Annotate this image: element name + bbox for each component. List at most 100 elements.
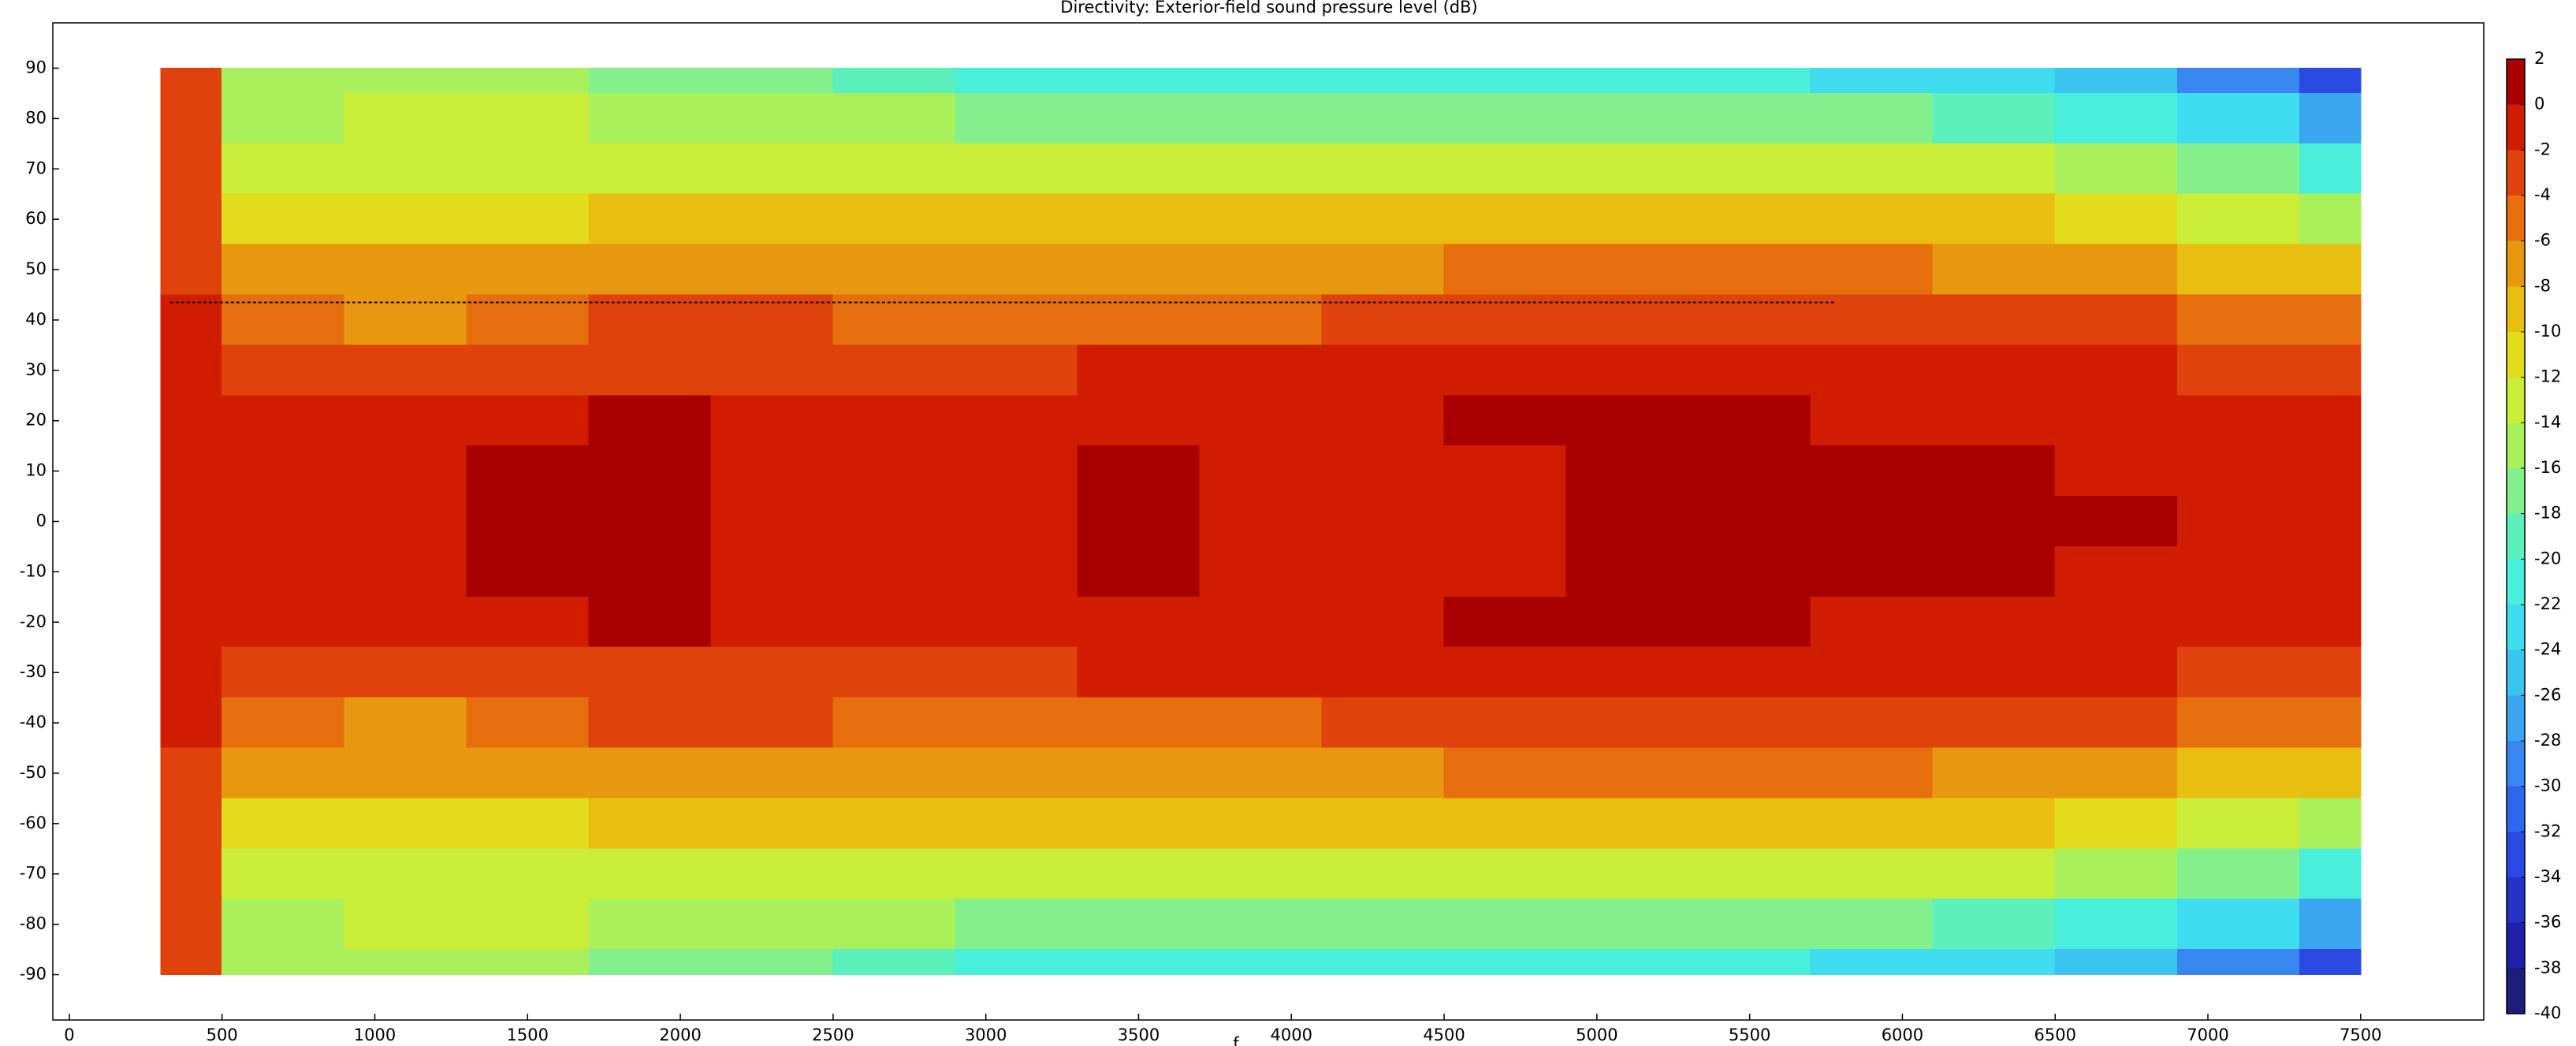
contour-cell [1077, 747, 1201, 799]
x-tick-label: 3500 [1118, 1026, 1160, 1044]
contour-cell [832, 496, 956, 547]
colorbar-band [2507, 695, 2525, 741]
contour-cell [221, 848, 345, 900]
contour-cell [160, 596, 223, 648]
contour-cell [2299, 193, 2362, 245]
contour-cell [1932, 747, 2056, 799]
contour-cell [1932, 445, 2056, 497]
contour-cell [710, 143, 834, 195]
contour-cell [1443, 92, 1567, 144]
contour-cell [955, 244, 1078, 296]
y-tick-label: -70 [20, 864, 47, 883]
y-tick-label: 20 [25, 411, 47, 430]
contour-cell [1199, 143, 1323, 195]
contour-cell [2054, 496, 2178, 547]
contour-cell [1077, 143, 1201, 195]
contour-cell [1688, 798, 1811, 850]
y-tick-label: -30 [20, 662, 47, 681]
contour-cell [1810, 294, 1934, 346]
colorbar-tick-label: -6 [2534, 231, 2551, 250]
contour-cell [1688, 445, 1811, 497]
contour-cell [344, 697, 467, 749]
contour-cell [1688, 697, 1811, 749]
contour-cell [1077, 193, 1201, 245]
contour-cell [1932, 496, 2056, 547]
x-tick-label: 2000 [659, 1026, 701, 1044]
contour-cell [466, 143, 590, 195]
contour-cell [832, 445, 956, 497]
contour-cell [710, 294, 834, 346]
contour-cell [1810, 747, 1934, 799]
contour-cell [160, 646, 223, 698]
contour-cell [2176, 899, 2300, 951]
contour-cell [588, 949, 712, 975]
contour-cell [1321, 445, 1445, 497]
contour-cell [160, 848, 223, 900]
contour-cell [710, 798, 834, 850]
contour-cell [1443, 143, 1567, 195]
contour-cell [588, 747, 712, 799]
contour-cell [1321, 92, 1445, 144]
contour-cell [1810, 92, 1934, 144]
colorbar-band [2507, 195, 2525, 241]
contour-cell [344, 747, 467, 799]
x-tick-label: 1500 [507, 1026, 549, 1044]
contour-cell [1443, 193, 1567, 245]
contour-cell [2299, 596, 2362, 648]
contour-cell [221, 244, 345, 296]
contour-cell [466, 848, 590, 900]
contour-cell [344, 244, 467, 296]
contour-cell [344, 848, 467, 900]
contour-cell [1810, 445, 1934, 497]
colorbar-band [2507, 468, 2525, 514]
colorbar-band [2507, 741, 2525, 787]
contour-cell [710, 395, 834, 447]
y-tick-label: 0 [36, 512, 47, 530]
y-tick-label: 90 [25, 58, 47, 77]
contour-cell [710, 68, 834, 94]
contour-cell [466, 68, 590, 94]
contour-cell [1321, 949, 1445, 975]
y-tick-label: -10 [20, 561, 47, 580]
contour-cell [221, 747, 345, 799]
contour-cell [2054, 848, 2178, 900]
contour-cell [160, 344, 223, 396]
contour-cell [221, 899, 345, 951]
contour-cell [1199, 899, 1323, 951]
contour-cell [710, 496, 834, 547]
contour-cell [1321, 395, 1445, 447]
contour-cell [2176, 143, 2300, 195]
contour-cell [710, 193, 834, 245]
contour-cell [1565, 244, 1689, 296]
contour-cell [221, 697, 345, 749]
contour-cell [160, 92, 223, 144]
contour-cell [2176, 646, 2300, 698]
contour-cell [1199, 646, 1323, 698]
colorbar-tick-label: -38 [2534, 958, 2561, 977]
contour-cell [2054, 395, 2178, 447]
contour-cell [1810, 244, 1934, 296]
contour-cell [588, 395, 712, 447]
contour-cell [710, 747, 834, 799]
contour-cell [1932, 344, 2056, 396]
contour-cell [1199, 193, 1323, 245]
contour-cell [1321, 798, 1445, 850]
contour-cell [221, 143, 345, 195]
contour-cell [1199, 596, 1323, 648]
contour-cell [344, 596, 467, 648]
contour-cell [832, 646, 956, 698]
chart-title: Directivity: Exterior-field sound pressu… [1060, 0, 1477, 17]
y-tick-label: -50 [20, 763, 47, 782]
contour-cell [1565, 395, 1689, 447]
contour-cell [2176, 798, 2300, 850]
contour-cell [466, 445, 590, 497]
contour-cell [1932, 798, 2056, 850]
colorbar-tick-label: -24 [2534, 640, 2561, 659]
contour-cell [955, 545, 1078, 597]
contour-cell [2299, 949, 2362, 975]
contour-cell [1199, 445, 1323, 497]
colorbar-tick-label: -2 [2534, 140, 2551, 158]
contour-cell [344, 143, 467, 195]
contour-cell [2176, 344, 2300, 396]
